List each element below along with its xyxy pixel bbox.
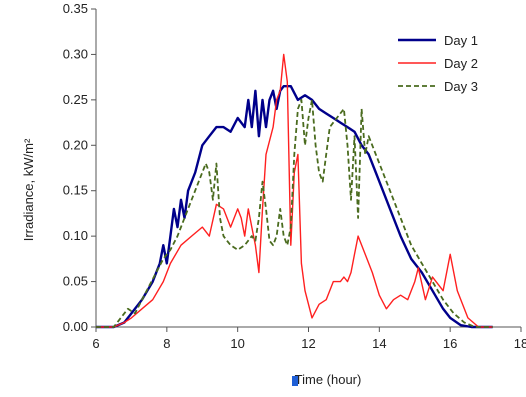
y-tick-label: 0.30 <box>63 46 88 61</box>
y-axis-label: Irradiance, kW/m² <box>21 138 36 241</box>
x-tick-label: 12 <box>301 336 315 351</box>
y-tick-label: 0.20 <box>63 137 88 152</box>
y-tick-label: 0.05 <box>63 274 88 289</box>
tick-labels: 0.00 0.05 0.10 0.15 0.20 0.25 0.30 0.35 6 8 10 12 14… <box>63 1 526 351</box>
legend: Day 1 Day 2 Day 3 <box>398 33 478 94</box>
x-tick-label: 16 <box>443 336 457 351</box>
y-tick-label: 0.00 <box>63 319 88 334</box>
y-tick-label: 0.15 <box>63 183 88 198</box>
y-tick-label: 0.25 <box>63 92 88 107</box>
legend-label-day-2: Day 2 <box>444 56 478 71</box>
series-lines <box>96 53 493 329</box>
x-axis-label: Time (hour) <box>295 372 362 387</box>
series-line-day-2 <box>96 53 493 328</box>
cursor-marker <box>292 376 298 386</box>
series-line-day-3 <box>96 99 493 328</box>
y-tick-label: 0.10 <box>63 228 88 243</box>
x-tick-label: 6 <box>92 336 99 351</box>
y-tick-label: 0.35 <box>63 1 88 16</box>
x-tick-label: 8 <box>163 336 170 351</box>
x-tick-label: 10 <box>230 336 244 351</box>
x-tick-label: 18 <box>514 336 526 351</box>
legend-label-day-1: Day 1 <box>444 33 478 48</box>
series-line-day-1 <box>96 84 493 329</box>
legend-label-day-3: Day 3 <box>444 79 478 94</box>
x-tick-label: 14 <box>372 336 386 351</box>
